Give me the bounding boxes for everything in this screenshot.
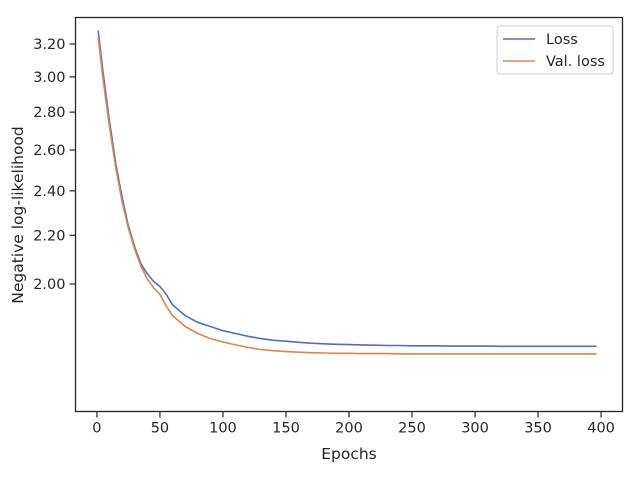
x-tick-label: 0 [92,421,101,437]
series-layer [97,30,597,355]
y-axis-label: Negative log-likelihood [9,126,27,304]
x-tick-label: 400 [587,421,615,437]
x-tick-label: 250 [398,421,426,437]
axes-layer: 0 50 100 150 200 250 300 350 400 2.00 2.20 2.40 2.60… [33,37,615,437]
y-tick-label: 3.00 [33,70,65,86]
legend-label-loss: Loss [546,32,578,48]
series-line-val-loss [97,36,597,355]
series-line-loss [97,30,597,348]
x-tick-label: 100 [209,421,237,437]
legend-label-val-loss: Val. loss [546,54,605,70]
x-tick-label: 300 [461,421,489,437]
x-tick-label: 50 [151,421,169,437]
legend: Loss Val. loss [496,25,614,75]
y-tick-label: 3.20 [33,37,65,53]
y-tick-label: 2.00 [33,277,65,293]
y-tick-label: 2.60 [33,143,65,159]
x-tick-label: 150 [272,421,300,437]
x-axis-label: Epochs [321,445,377,463]
x-tick-label: 350 [524,421,552,437]
legend-box [496,25,614,75]
y-tick-label: 2.20 [33,228,65,244]
y-tick-label: 2.40 [33,184,65,200]
plot-frame [74,16,624,413]
x-tick-label: 200 [335,421,363,437]
y-tick-label: 2.80 [33,105,65,121]
